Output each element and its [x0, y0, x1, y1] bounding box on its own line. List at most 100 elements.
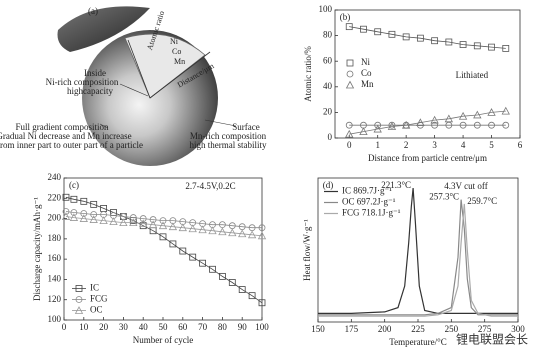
- x-tick-label: 100: [255, 322, 269, 332]
- annotation: Lithiated: [456, 70, 489, 80]
- data-point: [62, 193, 70, 201]
- data-point: [149, 216, 157, 223]
- data-point: [374, 121, 382, 129]
- data-point: [99, 216, 108, 224]
- x-tick-label: 150: [311, 324, 325, 334]
- series-line: [349, 110, 506, 135]
- data-point: [431, 121, 439, 129]
- data-point: [209, 265, 216, 273]
- inside-text: Inside: [84, 68, 106, 78]
- y-tick-label: 100: [319, 4, 333, 14]
- legend-marker: [345, 80, 355, 89]
- data-point: [345, 121, 353, 129]
- annotation: 4.3V cut off: [444, 181, 487, 191]
- data-point: [360, 25, 367, 33]
- y-tick-label: 40: [323, 81, 333, 91]
- x-tick-label: 60: [178, 322, 188, 332]
- data-point: [258, 224, 266, 232]
- data-point: [488, 43, 495, 51]
- data-point: [178, 223, 187, 232]
- x-tick-label: 30: [119, 322, 129, 332]
- pointer: [119, 83, 149, 97]
- data-point: [430, 115, 439, 124]
- legend-marker: [346, 59, 354, 67]
- peak-label: 259.7°C: [467, 196, 497, 206]
- x-axis-label: Distance from particle centre/μm: [368, 153, 487, 163]
- data-point: [90, 200, 98, 208]
- data-point: [374, 28, 382, 36]
- data-point: [218, 272, 226, 280]
- panel-label: (d): [323, 180, 334, 190]
- x-tick-label: 300: [511, 324, 525, 334]
- x-tick-label: 0: [347, 140, 352, 150]
- y-tick-label: 0: [328, 132, 333, 142]
- legend-marker: [75, 285, 83, 292]
- data-point: [70, 195, 78, 203]
- y-axis-label: Discharge capacity/mAh·g⁻¹: [32, 197, 42, 301]
- x-tick-label: 275: [478, 324, 492, 334]
- legend-marker: [346, 70, 354, 78]
- data-point: [416, 34, 424, 42]
- data-point: [473, 121, 481, 129]
- x-tick-label: 50: [159, 322, 169, 332]
- data-point: [129, 218, 138, 227]
- surface-text: Mn-rich composition: [190, 131, 267, 141]
- data-point: [431, 37, 439, 45]
- data-point: [248, 292, 256, 300]
- x-tick-label: 20: [99, 322, 109, 332]
- y-tick-label: 200: [48, 213, 62, 223]
- y-axis-label: Heat flow/W·g⁻¹: [302, 219, 312, 281]
- y-tick-label: 120: [48, 294, 62, 304]
- data-point: [247, 230, 257, 239]
- series-line: [349, 26, 506, 49]
- data-point: [388, 30, 396, 38]
- data-point: [61, 212, 71, 220]
- data-point: [89, 215, 98, 223]
- x-tick-label: 5: [489, 140, 494, 150]
- x-tick-label: 70: [198, 322, 208, 332]
- data-point: [188, 224, 197, 233]
- y-tick-label: 100: [48, 314, 62, 324]
- gradient-text: Full gradient composition: [16, 122, 109, 132]
- legend-label: OC 697.2J·g⁻¹: [342, 197, 396, 207]
- legend-label: Ni: [361, 57, 370, 67]
- data-point: [444, 114, 454, 123]
- x-tick-label: 2: [404, 140, 409, 150]
- data-point: [62, 208, 70, 215]
- x-tick-label: 80: [218, 322, 228, 332]
- x-tick-label: 3: [432, 140, 437, 150]
- data-point: [238, 229, 247, 238]
- pointer: [99, 123, 109, 129]
- data-point: [159, 233, 167, 241]
- diagram: (a) Inside Ni-rich composition highcapac…: [0, 6, 267, 166]
- data-point: [488, 121, 495, 129]
- data-point: [158, 221, 168, 230]
- data-point: [501, 106, 510, 115]
- data-point: [208, 226, 217, 235]
- data-point: [387, 122, 397, 130]
- data-point: [373, 124, 382, 133]
- y-tick-label: 20: [323, 106, 333, 116]
- panel-label: (a): [88, 6, 98, 16]
- y-axis-label: Atomic ratio/%: [303, 46, 313, 102]
- data-point: [139, 219, 148, 228]
- data-point: [218, 227, 227, 236]
- x-tick-label: 10: [79, 322, 89, 332]
- arrow: [127, 39, 151, 99]
- gradient-text: Gradual Ni decrease and Mn increase: [0, 131, 132, 141]
- x-axis-label: Temperature/°C: [389, 337, 446, 347]
- x-tick-label: 250: [445, 324, 459, 334]
- data-point: [139, 215, 147, 222]
- data-point: [79, 214, 88, 222]
- plot-frame: [334, 9, 521, 139]
- inside-text: highcapacity: [67, 86, 113, 96]
- series-line: [65, 216, 263, 237]
- x-tick-label: 225: [411, 324, 425, 334]
- peak-label: 221.3°C: [381, 180, 411, 190]
- data-point: [258, 299, 266, 307]
- legend-label: Co: [361, 68, 372, 78]
- arrow: [149, 51, 211, 99]
- x-tick-label: 4: [461, 140, 466, 150]
- y-tick-label: 240: [48, 172, 62, 182]
- legend-label: Mn: [361, 79, 374, 89]
